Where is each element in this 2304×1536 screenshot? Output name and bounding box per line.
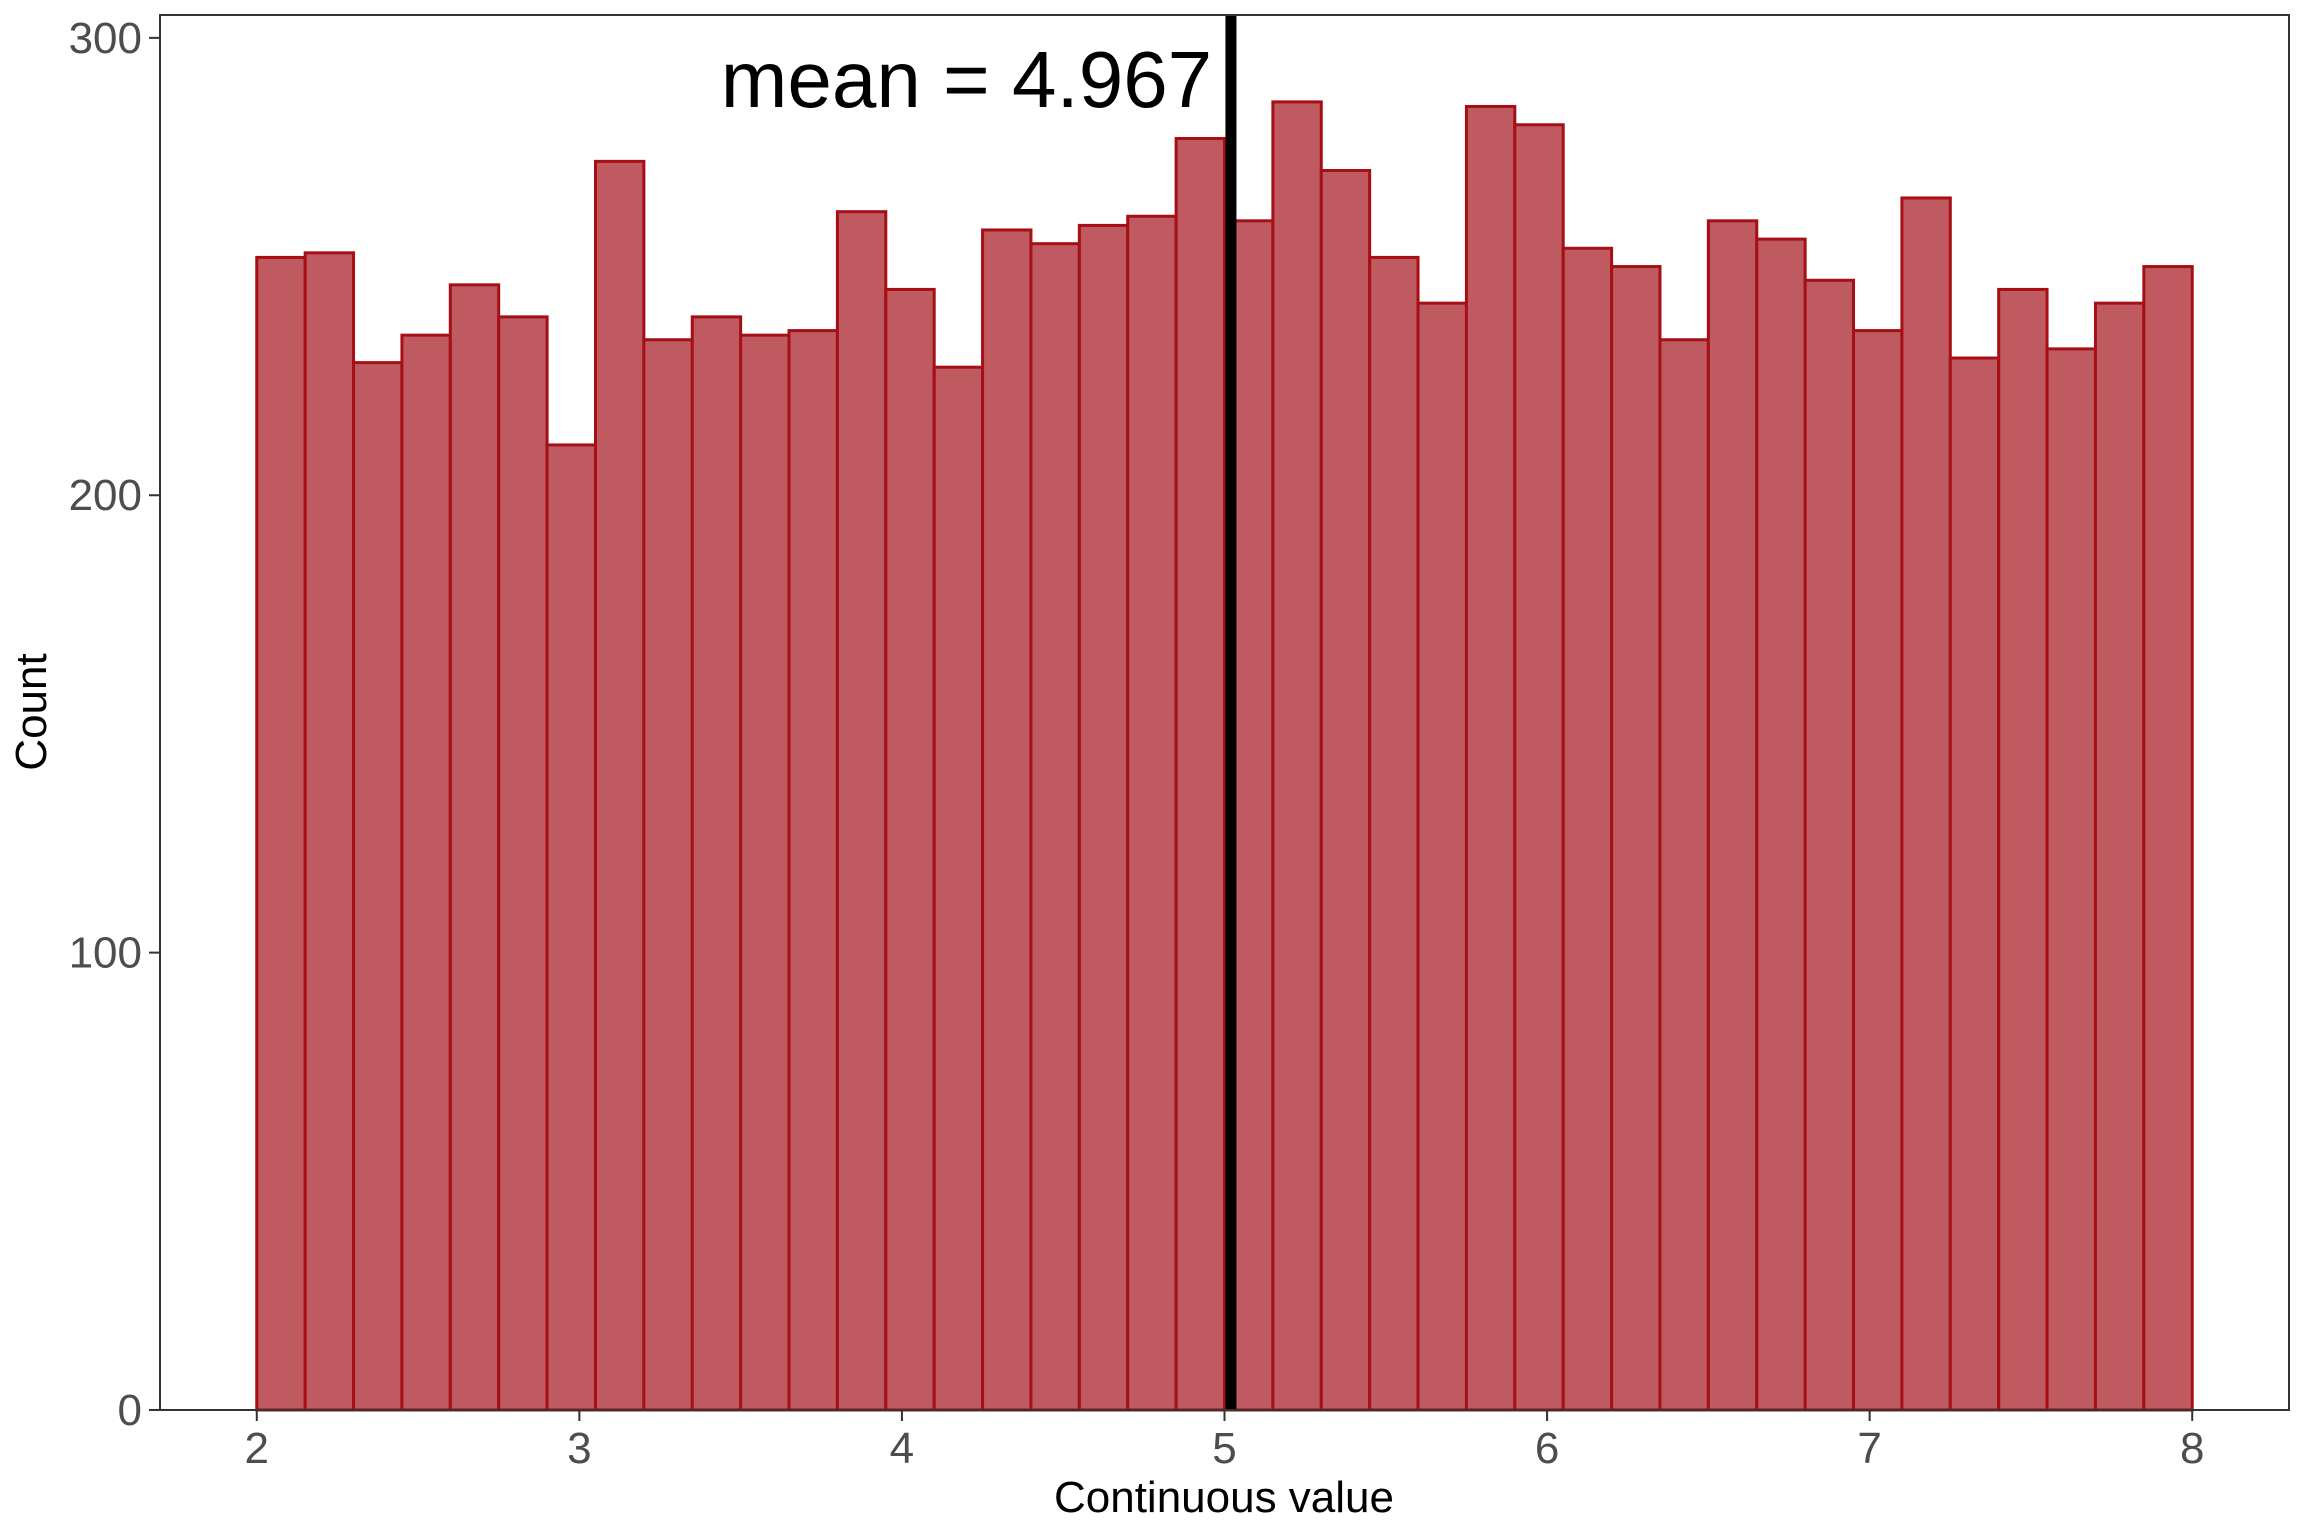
histogram-bar [1174,136,1227,1412]
mean-annotation: mean = 4.967 [721,35,1212,124]
histogram-bar [835,210,888,1412]
histogram-bar [497,315,549,1412]
histogram-bar [981,228,1033,1412]
y-axis: 0 100 200 300 [69,14,160,1435]
histogram-bar [1029,242,1081,1412]
histogram-bar [690,315,743,1412]
y-axis-title: Count [7,653,56,770]
y-tick-label: 200 [69,471,142,520]
histogram-bar [1610,265,1662,1412]
x-axis-title: Continuous value [1054,1473,1394,1522]
histogram-bar [1803,278,1856,1412]
x-axis: 2 3 4 5 6 7 8 [245,1410,2204,1473]
histogram-bar [2045,347,2097,1412]
x-tick-label: 7 [1857,1424,1881,1473]
histogram-bar [1948,356,2001,1412]
histogram-bar [1271,100,1323,1412]
histogram-bar [1900,196,1952,1412]
histogram-bar [642,338,694,1412]
x-tick-label: 6 [1535,1424,1559,1473]
y-tick-label: 0 [118,1386,142,1435]
x-tick-label: 2 [245,1424,269,1473]
histogram-bar [1561,246,1614,1412]
histogram-bar [2093,301,2146,1412]
histogram-bar [1368,255,1420,1412]
x-tick-label: 5 [1212,1424,1236,1473]
histogram-bar [448,283,501,1412]
histogram-bar [884,287,936,1412]
histogram-bar [787,329,839,1412]
histogram-bar [1077,223,1130,1412]
histogram-bar [1755,237,1807,1412]
histogram-bar [932,365,985,1412]
x-tick-label: 8 [2180,1424,2204,1473]
histogram-bar [593,159,646,1412]
histogram-bar [739,333,791,1412]
histogram-bar [400,333,452,1412]
histogram-bar [1658,338,1710,1412]
x-tick-label: 4 [890,1424,914,1473]
y-tick-label: 300 [69,14,142,63]
histogram-bars [255,100,2194,1412]
histogram-bar [255,255,307,1412]
y-tick-label: 100 [69,929,142,978]
x-tick-label: 3 [567,1424,591,1473]
histogram-bar [1319,169,1372,1412]
histogram-bar [1513,123,1565,1412]
histogram-bar [545,443,597,1412]
histogram-bar [1706,219,1759,1412]
histogram-bar [1852,329,1904,1412]
histogram-bar [2142,265,2194,1412]
histogram-bar [1464,104,1517,1412]
histogram-bar [1416,301,1468,1412]
histogram-bar [1997,287,2049,1412]
histogram-bar [1126,214,1178,1412]
histogram-bar [352,361,404,1412]
histogram-bar [303,251,356,1412]
